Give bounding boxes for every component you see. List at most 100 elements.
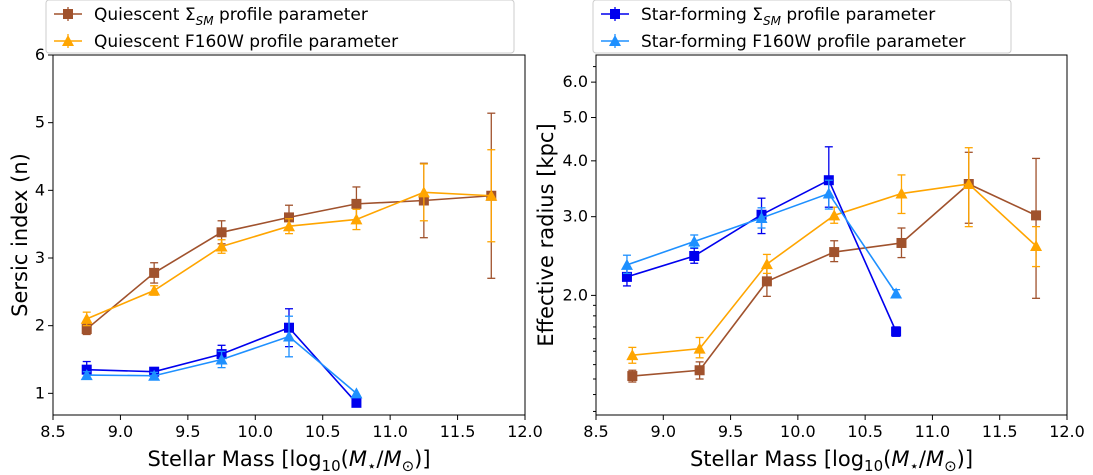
data-point bbox=[688, 235, 701, 247]
x-tick-label: 9.0 bbox=[108, 422, 133, 441]
x-tick-label: 10.0 bbox=[237, 422, 273, 441]
y-tick-label: 4.0 bbox=[563, 151, 588, 170]
y-tick-label: 5 bbox=[35, 113, 45, 132]
x-tick-label: 10.5 bbox=[305, 422, 341, 441]
legend-label: Quiescent ΣSM profile parameter bbox=[94, 5, 368, 28]
x-axis-label-part: / bbox=[919, 447, 927, 471]
legend-marker bbox=[63, 9, 73, 19]
x-tick-label: 9.0 bbox=[651, 422, 676, 441]
data-point bbox=[351, 198, 362, 209]
data-point bbox=[350, 213, 363, 225]
data-point bbox=[417, 186, 430, 198]
plot-frame bbox=[52, 54, 526, 416]
legend-label-part: profile parameter bbox=[781, 5, 935, 25]
data-point bbox=[350, 387, 363, 399]
legend-label-part: Σ bbox=[185, 5, 196, 25]
y-tick-label: 1 bbox=[35, 383, 45, 402]
x-tick-label: 8.5 bbox=[583, 422, 608, 441]
x-axis-label: Stellar Mass [log10(M⋆/M⊙)] bbox=[147, 447, 430, 475]
x-tick-label: 9.5 bbox=[718, 422, 743, 441]
data-point bbox=[1031, 210, 1042, 221]
data-point bbox=[890, 287, 903, 299]
series bbox=[621, 146, 902, 337]
data-point bbox=[148, 369, 161, 381]
plot-frame bbox=[595, 54, 1068, 416]
legend-box bbox=[45, 0, 515, 54]
data-point bbox=[149, 267, 160, 278]
legend: Star-forming ΣSM profile parameter Star-f… bbox=[592, 0, 1012, 54]
data-point bbox=[80, 312, 93, 324]
series bbox=[626, 147, 1043, 364]
data-point bbox=[215, 353, 228, 365]
legend-label-part: profile parameter bbox=[214, 5, 368, 25]
series bbox=[80, 149, 498, 327]
x-axis-label-part: ⋆ bbox=[367, 457, 376, 475]
x-axis-label-part: 10 bbox=[322, 457, 341, 475]
data-point bbox=[962, 178, 975, 190]
y-axis-label: Effective radius [kpc] bbox=[534, 123, 558, 346]
x-tick-label: 11.0 bbox=[915, 422, 951, 441]
legend-label: Quiescent F160W profile parameter bbox=[94, 32, 398, 52]
legend-label-part: Star-forming F160W profile parameter bbox=[641, 32, 966, 52]
legend-marker bbox=[609, 35, 621, 46]
y-tick-label: 6.0 bbox=[563, 72, 588, 91]
y-tick-label: 2 bbox=[35, 316, 45, 335]
x-tick-label: 8.5 bbox=[40, 422, 65, 441]
legend-label-part: SM bbox=[196, 14, 215, 28]
y-axis-label: Sersic index (n) bbox=[8, 153, 32, 317]
x-axis-label-part: M bbox=[926, 447, 944, 471]
data-point bbox=[283, 330, 295, 342]
legend-label-part: Quiescent bbox=[94, 5, 185, 25]
data-point bbox=[822, 187, 835, 199]
x-axis-label-part: / bbox=[376, 447, 384, 471]
x-axis-label-part: M bbox=[383, 447, 401, 471]
x-axis-label-part: ⊙ bbox=[402, 457, 415, 475]
x-tick-label: 10.5 bbox=[847, 422, 883, 441]
x-tick-label: 12.0 bbox=[1049, 422, 1085, 441]
x-tick-label: 10.0 bbox=[780, 422, 816, 441]
data-point bbox=[1030, 239, 1043, 251]
x-axis-label-part: ( bbox=[341, 447, 349, 471]
y-tick-label: 6 bbox=[35, 45, 45, 64]
legend-label-part: SM bbox=[763, 14, 782, 28]
series bbox=[80, 315, 363, 399]
data-point bbox=[351, 397, 362, 408]
chart-effective-radius: 8.5 9.0 9.5 10.0 10.5 11.0 11.5 12.0 2.0 3.0 4.0 5.… bbox=[534, 0, 1085, 475]
data-point bbox=[80, 369, 93, 381]
legend-box bbox=[592, 0, 1012, 54]
data-point bbox=[627, 371, 638, 382]
data-point bbox=[626, 349, 639, 361]
legend-marker bbox=[610, 9, 620, 19]
data-point bbox=[828, 209, 841, 221]
legend-label-part: Σ bbox=[752, 5, 763, 25]
legend-label: Star-forming F160W profile parameter bbox=[641, 32, 966, 52]
y-tick-label: 3.0 bbox=[563, 207, 588, 226]
data-point bbox=[761, 276, 772, 287]
x-tick-label: 11.5 bbox=[440, 422, 476, 441]
data-point bbox=[284, 212, 294, 223]
legend-marker bbox=[62, 35, 74, 46]
data-point bbox=[283, 220, 295, 232]
x-tick-label: 11.0 bbox=[372, 422, 408, 441]
x-tick-label: 9.5 bbox=[175, 422, 200, 441]
data-point bbox=[620, 258, 633, 270]
x-axis-label: Stellar Mass [log10(M⋆/M⊙)] bbox=[690, 447, 973, 475]
data-point bbox=[829, 247, 840, 258]
data-point bbox=[694, 365, 705, 376]
data-point bbox=[485, 189, 498, 201]
x-axis-label-part: ⋆ bbox=[909, 457, 918, 475]
legend-label-part: Quiescent F160W profile parameter bbox=[94, 32, 398, 52]
x-axis-label-part: M bbox=[891, 447, 909, 471]
chart-sersic-index: 8.5 9.0 9.5 10.0 10.5 11.0 11.5 12.0 1 2 3 4 5 6 Stell… bbox=[8, 0, 543, 475]
data-point bbox=[621, 271, 632, 282]
data-point bbox=[896, 237, 907, 248]
legend-label-part: Star-forming bbox=[641, 5, 752, 25]
x-axis-label-part: Stellar Mass [log bbox=[147, 447, 321, 471]
x-axis-label-part: Stellar Mass [log bbox=[690, 447, 864, 471]
y-tick-label: 3 bbox=[35, 248, 45, 267]
data-point bbox=[693, 342, 706, 354]
data-point bbox=[891, 326, 902, 337]
x-tick-label: 12.0 bbox=[507, 422, 543, 441]
data-point bbox=[760, 258, 773, 270]
